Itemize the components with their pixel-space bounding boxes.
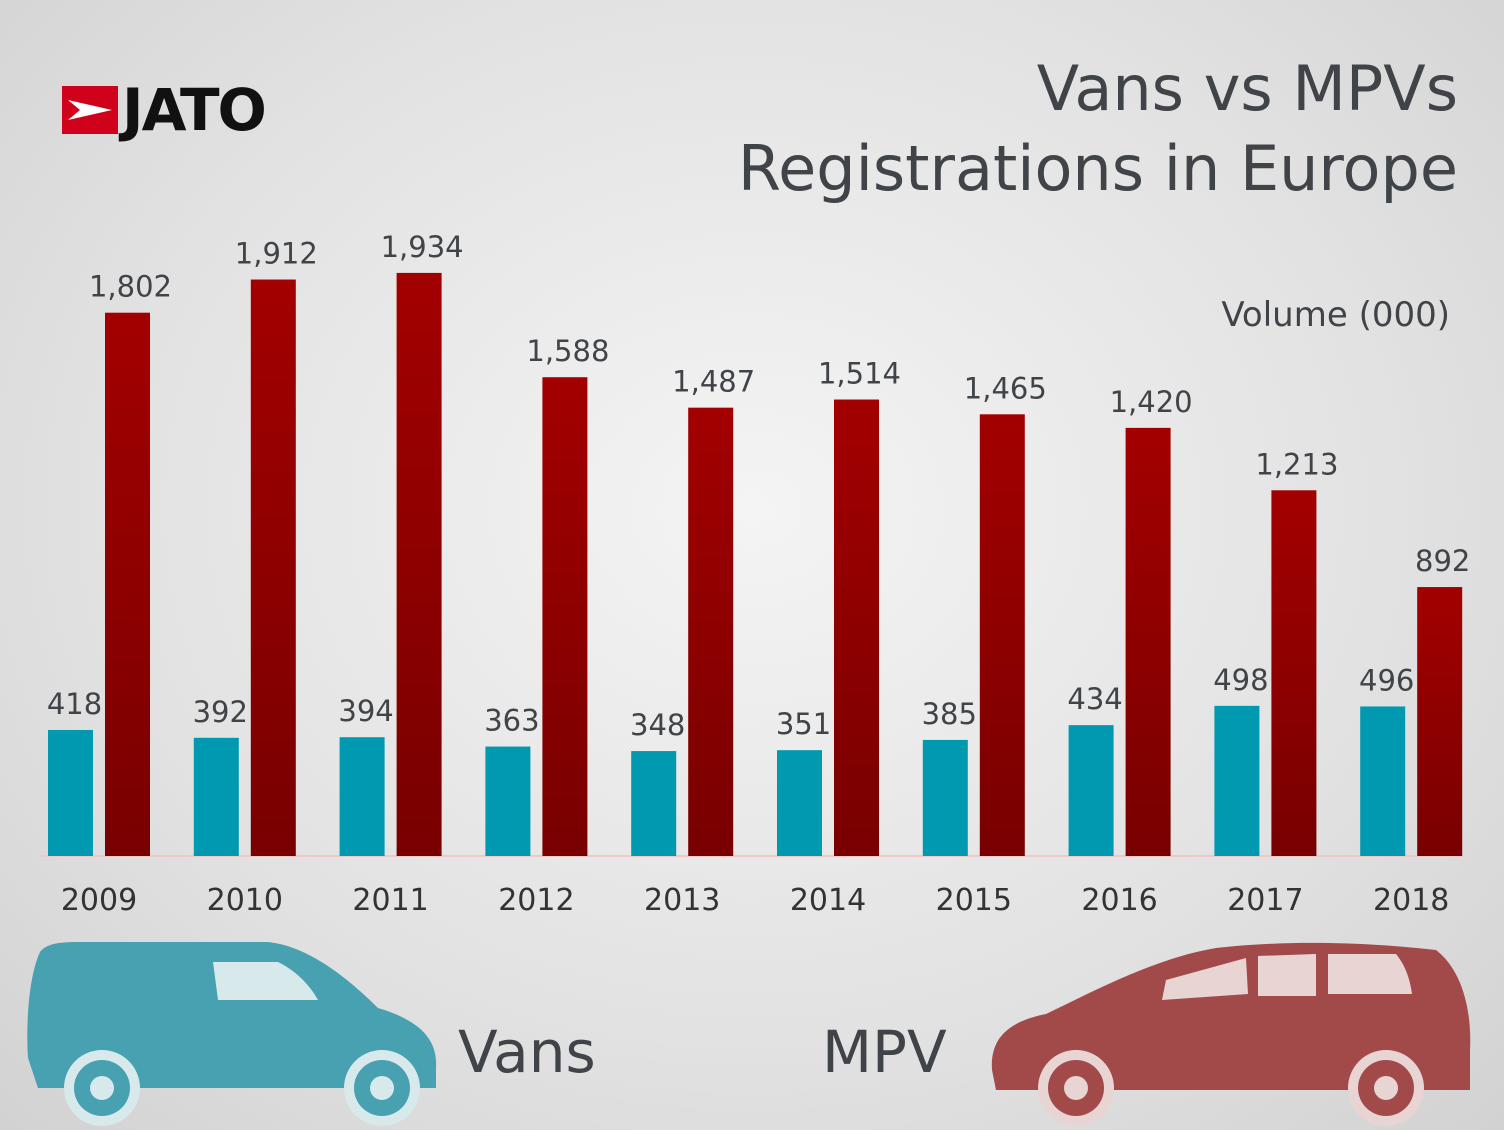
x-tick-label-2012: 2012 [498,883,574,918]
vans-value-label-2012: 363 [484,704,539,738]
x-tick-label-2015: 2015 [936,883,1012,918]
mpv-value-label-2010: 1,912 [235,237,318,271]
x-tick-label-2016: 2016 [1081,883,1157,918]
mpv-bar-2010 [250,279,296,857]
mpv-bar-2018 [1417,587,1463,856]
mpv-value-label-2015: 1,465 [964,371,1047,405]
x-tick-label-2011: 2011 [352,883,428,918]
x-tick-label-2014: 2014 [790,883,866,918]
bar-chart: 418 1,802 2009 392 1,912 2010 394 1,934 2011 363 1… [40,230,1470,918]
vans-bar-2018 [1360,706,1406,856]
unit-label: Volume (000) [1221,295,1450,335]
vans-bar-2015 [922,739,968,856]
mpv-bar-2015 [979,414,1025,856]
mpv-value-label-2009: 1,802 [89,270,172,304]
legend-mpv: MPV [822,1018,947,1086]
vans-value-label-2018: 496 [1359,663,1414,697]
van-silhouette-icon [27,942,437,1126]
mpv-value-label-2013: 1,487 [672,365,755,399]
mpv-value-label-2012: 1,588 [526,334,609,368]
logo-text: JATO [122,76,267,144]
vans-value-label-2016: 434 [1067,682,1122,716]
x-tick-label-2010: 2010 [207,883,283,918]
vans-value-label-2009: 418 [47,687,102,721]
vans-value-label-2015: 385 [922,697,977,731]
vans-bar-2016 [1068,725,1114,856]
mpv-bar-2014 [834,399,879,856]
mpv-bar-2017 [1271,490,1317,856]
x-tick-label-2017: 2017 [1227,883,1303,918]
mpv-value-label-2016: 1,420 [1110,385,1193,419]
mpv-value-label-2011: 1,934 [381,230,464,264]
x-tick-label-2018: 2018 [1373,883,1449,918]
chart-subtitle: Registrations in Europe [737,132,1458,205]
mpv-bar-2011 [396,272,442,856]
mpv-value-label-2017: 1,213 [1255,447,1338,481]
mpv-value-label-2014: 1,514 [818,357,901,391]
vans-bar-2013 [631,751,677,856]
vans-bar-2011 [339,737,385,856]
mpv-silhouette-icon [991,942,1471,1126]
mpv-bar-2012 [542,377,588,856]
vans-bar-2009 [48,729,93,856]
vans-bar-2014 [777,750,822,856]
mpv-bar-2016 [1125,427,1171,856]
jato-flag-icon [62,86,118,134]
mpv-bar-2013 [688,407,734,856]
vans-bar-2010 [193,737,239,856]
mpv-value-label-2018: 892 [1415,544,1470,578]
vans-value-label-2011: 394 [338,694,393,728]
vans-bar-2012 [485,746,531,856]
vans-bar-2017 [1214,705,1260,856]
jato-logo: JATO [62,76,302,144]
x-tick-label-2009: 2009 [61,883,137,918]
x-tick-label-2013: 2013 [644,883,720,918]
vans-value-label-2017: 498 [1213,663,1268,697]
vans-value-label-2013: 348 [630,708,685,742]
chart-title: Vans vs MPVs [1036,52,1458,125]
vans-value-label-2014: 351 [776,707,831,741]
legend-vans: Vans [458,1018,596,1086]
vans-value-label-2010: 392 [193,695,248,729]
mpv-bar-2009 [105,312,150,856]
